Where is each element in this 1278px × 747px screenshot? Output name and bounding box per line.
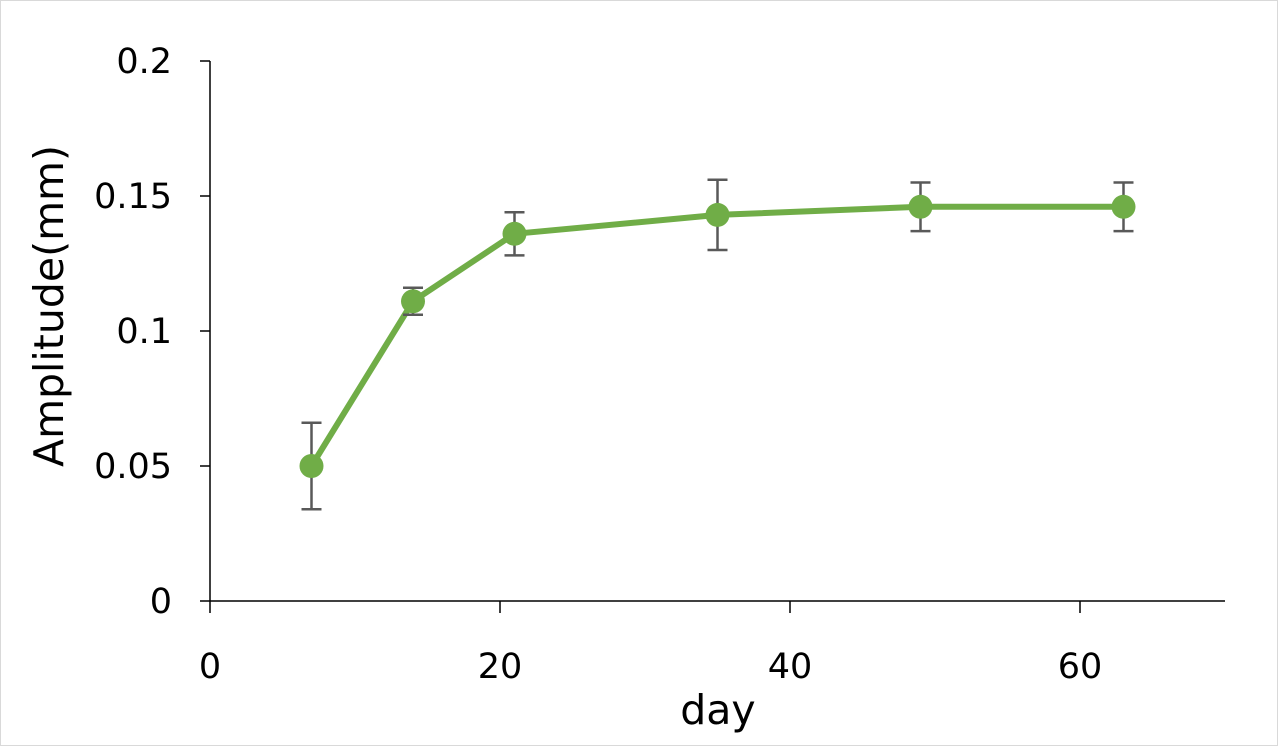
y-tick-label: 0.2 bbox=[116, 42, 172, 82]
x-axis-ticks: 0 20 40 60 bbox=[199, 601, 1102, 687]
y-axis-ticks: 0 0.05 0.1 0.15 0.2 bbox=[94, 42, 210, 622]
series-layer bbox=[299, 178, 1136, 511]
y-tick-label: 0.1 bbox=[116, 312, 172, 352]
x-tick-label: 60 bbox=[1058, 647, 1103, 687]
data-point bbox=[1111, 194, 1136, 219]
data-point bbox=[908, 194, 933, 219]
y-tick-label: 0.05 bbox=[94, 447, 172, 487]
x-tick-label: 0 bbox=[199, 647, 221, 687]
x-tick-label: 20 bbox=[478, 647, 523, 687]
data-point bbox=[705, 202, 730, 227]
data-point bbox=[401, 289, 425, 314]
x-axis-title: day bbox=[680, 686, 755, 734]
data-point bbox=[502, 221, 527, 246]
axes bbox=[209, 61, 1225, 602]
y-axis-title: Amplitude(mm) bbox=[25, 145, 73, 467]
data-point bbox=[299, 454, 324, 478]
x-tick-label: 40 bbox=[768, 647, 813, 687]
y-tick-label: 0.15 bbox=[94, 177, 172, 217]
y-tick-label: 0 bbox=[150, 582, 172, 622]
series-line bbox=[308, 203, 1127, 469]
